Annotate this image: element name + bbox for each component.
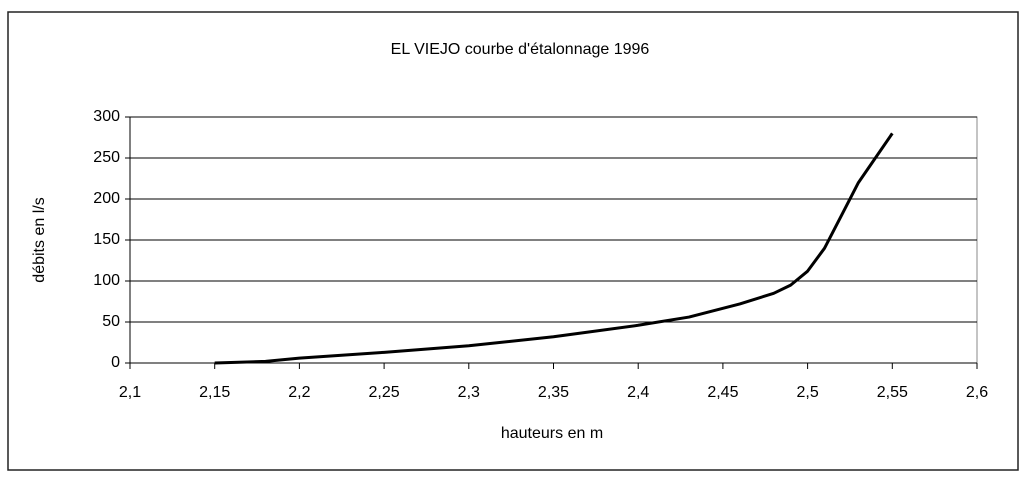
y-tick-label: 50 [102, 313, 120, 330]
x-tick-label: 2,5 [796, 384, 818, 401]
x-tick-label: 2,4 [627, 384, 649, 401]
y-tick-label: 200 [93, 190, 120, 207]
x-tick-label: 2,25 [369, 384, 400, 401]
x-tick-label: 2,6 [966, 384, 988, 401]
x-tick-label: 2,3 [458, 384, 480, 401]
x-tick-label: 2,55 [877, 384, 908, 401]
chart-title: EL VIEJO courbe d'étalonnage 1996 [391, 41, 650, 58]
y-axis-title: débits en l/s [31, 197, 48, 282]
y-tick-label: 300 [93, 108, 120, 125]
line-series [214, 132, 894, 365]
x-tick-label: 2,1 [119, 384, 141, 401]
y-tick-label: 100 [93, 272, 120, 289]
y-tick-label: 150 [93, 231, 120, 248]
x-axis-title: hauteurs en m [501, 425, 603, 442]
frame [7, 11, 1019, 471]
x-tick-label: 2,35 [538, 384, 569, 401]
x-tick-label: 2,45 [707, 384, 738, 401]
y-tick-label: 250 [93, 149, 120, 166]
x-tick-label: 2,2 [288, 384, 310, 401]
x-tick-label: 2,15 [199, 384, 230, 401]
y-tick-label: 0 [111, 354, 120, 371]
